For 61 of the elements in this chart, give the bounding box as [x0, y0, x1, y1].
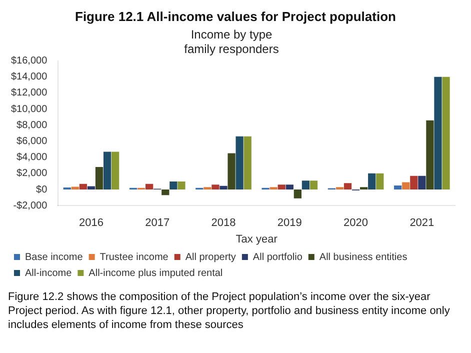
bar	[426, 120, 434, 190]
bar	[302, 180, 310, 190]
y-tick-label: $8,000	[16, 120, 48, 131]
bar	[442, 76, 450, 190]
legend-label: Base income	[25, 252, 84, 263]
bar	[410, 176, 418, 190]
bar	[146, 184, 154, 190]
bar	[418, 176, 426, 190]
bar	[95, 166, 104, 190]
x-tick-label: 2017	[145, 217, 170, 230]
bar	[402, 182, 410, 190]
legend-label: All portfolio	[252, 252, 303, 263]
bar	[204, 187, 212, 190]
bar	[79, 184, 87, 190]
y-tick-label: $0	[36, 184, 48, 196]
x-tick-label: 2019	[277, 217, 302, 230]
bar	[162, 190, 170, 196]
bar	[170, 181, 178, 190]
bar	[244, 136, 252, 190]
bar	[270, 187, 278, 190]
bar	[220, 186, 228, 190]
bar	[360, 187, 368, 190]
bar	[394, 185, 402, 190]
bar	[278, 184, 286, 190]
bar	[344, 183, 352, 190]
legend-label: All-income	[25, 268, 72, 279]
x-tick-label: 2016	[78, 217, 104, 230]
y-tick-label: $12,000	[10, 88, 48, 99]
legend-label: All-income plus imputed rental	[88, 268, 223, 279]
y-tick-label: $10,000	[10, 104, 48, 115]
legend-label: Trustee income	[100, 252, 169, 263]
y-tick-label: $14,000	[10, 72, 48, 83]
bar	[103, 152, 112, 190]
bar	[434, 76, 442, 190]
bar	[368, 173, 376, 190]
bar	[286, 184, 294, 190]
x-tick-label: 2018	[211, 217, 236, 230]
legend-label: All property	[185, 252, 236, 263]
y-tick-label: -$2,000	[13, 200, 48, 212]
legend-label: All business entities	[319, 252, 408, 263]
bar	[178, 181, 186, 190]
bar	[236, 136, 244, 190]
caption: Figure 12.2 shows the composition of the Project population’s income over the six-year Project period. As with figure 12.1, other property, portfolio and business entity income only includes elements of income from these sources	[8, 290, 451, 332]
bar	[112, 152, 120, 190]
chart-subtitle: Income by type family responders	[184, 28, 279, 56]
y-tick-label: $4,000	[16, 152, 48, 164]
x-tick-label: 2021	[410, 217, 434, 230]
y-tick-label: $2,000	[16, 168, 48, 180]
bar	[228, 153, 236, 190]
bar	[71, 186, 79, 190]
x-axis-title: Tax year	[236, 233, 278, 246]
bar	[212, 184, 220, 190]
bar	[294, 190, 302, 198]
bar	[310, 180, 318, 190]
y-tick-label: $6,000	[16, 136, 48, 147]
bar	[376, 173, 384, 190]
x-tick-label: 2020	[344, 217, 368, 230]
bar	[87, 186, 96, 190]
bar	[336, 187, 344, 190]
y-tick-label: $16,000	[10, 56, 48, 67]
chart-title: Figure 12.1 All-income values for Project population	[74, 8, 397, 26]
